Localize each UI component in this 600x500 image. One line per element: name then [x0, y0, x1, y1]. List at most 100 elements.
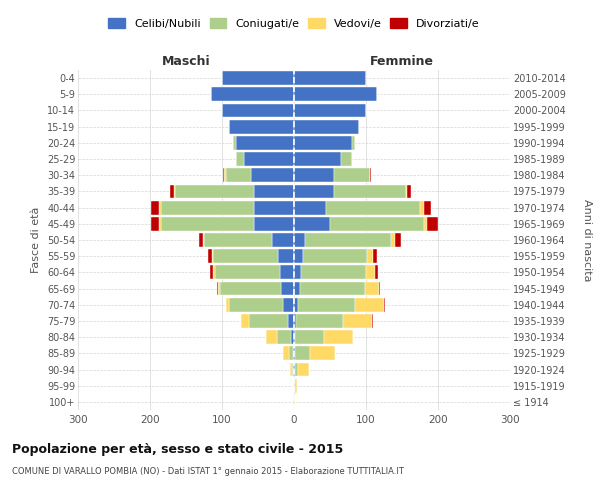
- Bar: [280, 266, 294, 280]
- Bar: [294, 250, 302, 263]
- Bar: [372, 314, 373, 328]
- Bar: [355, 298, 384, 312]
- Bar: [295, 346, 310, 360]
- Bar: [379, 282, 380, 296]
- Bar: [272, 233, 294, 247]
- Bar: [290, 362, 292, 376]
- Bar: [407, 184, 410, 198]
- Bar: [210, 266, 214, 280]
- Bar: [236, 136, 294, 149]
- Bar: [294, 330, 295, 344]
- Legend: Celibi/Nubili, Coniugati/e, Vedovi/e, Divorziati/e: Celibi/Nubili, Coniugati/e, Vedovi/e, Di…: [109, 18, 479, 28]
- Bar: [370, 168, 371, 182]
- Bar: [175, 184, 254, 198]
- Bar: [170, 184, 174, 198]
- Bar: [294, 217, 330, 230]
- Text: Femmine: Femmine: [370, 56, 434, 68]
- Bar: [420, 200, 424, 214]
- Bar: [384, 298, 385, 312]
- Bar: [254, 184, 294, 198]
- Bar: [298, 362, 309, 376]
- Y-axis label: Anni di nascita: Anni di nascita: [583, 198, 592, 281]
- Bar: [395, 233, 401, 247]
- Bar: [374, 266, 378, 280]
- Bar: [223, 168, 224, 182]
- Bar: [288, 314, 294, 328]
- Bar: [330, 217, 424, 230]
- Bar: [281, 282, 294, 296]
- Bar: [352, 136, 355, 149]
- Bar: [326, 200, 420, 214]
- Bar: [391, 233, 395, 247]
- Text: Popolazione per età, sesso e stato civile - 2015: Popolazione per età, sesso e stato civil…: [12, 442, 343, 456]
- Bar: [294, 104, 366, 118]
- Bar: [160, 200, 161, 214]
- Bar: [294, 88, 377, 101]
- Bar: [343, 314, 372, 328]
- Bar: [266, 330, 277, 344]
- Bar: [324, 330, 353, 344]
- Bar: [298, 298, 355, 312]
- Bar: [294, 346, 295, 360]
- Bar: [296, 314, 343, 328]
- Bar: [224, 168, 226, 182]
- Bar: [294, 136, 352, 149]
- Bar: [244, 152, 294, 166]
- Bar: [292, 362, 293, 376]
- Bar: [217, 282, 218, 296]
- Bar: [220, 282, 281, 296]
- Bar: [424, 200, 431, 214]
- Bar: [211, 88, 294, 101]
- Bar: [254, 200, 294, 214]
- Bar: [248, 314, 288, 328]
- Bar: [294, 152, 341, 166]
- Bar: [251, 168, 294, 182]
- Bar: [233, 136, 236, 149]
- Bar: [334, 168, 370, 182]
- Text: COMUNE DI VARALLO POMBIA (NO) - Dati ISTAT 1° gennaio 2015 - Elaborazione TUTTIT: COMUNE DI VARALLO POMBIA (NO) - Dati IST…: [12, 468, 404, 476]
- Bar: [283, 346, 289, 360]
- Bar: [229, 298, 283, 312]
- Bar: [293, 346, 294, 360]
- Bar: [295, 362, 298, 376]
- Bar: [218, 282, 220, 296]
- Bar: [199, 233, 203, 247]
- Bar: [277, 330, 291, 344]
- Bar: [294, 233, 305, 247]
- Bar: [302, 250, 367, 263]
- Bar: [294, 120, 359, 134]
- Bar: [222, 104, 294, 118]
- Bar: [291, 330, 294, 344]
- Bar: [161, 217, 254, 230]
- Bar: [212, 250, 214, 263]
- Bar: [293, 395, 294, 409]
- Bar: [294, 266, 301, 280]
- Bar: [278, 250, 294, 263]
- Bar: [289, 346, 293, 360]
- Bar: [406, 184, 407, 198]
- Bar: [160, 217, 161, 230]
- Bar: [161, 200, 254, 214]
- Bar: [294, 282, 300, 296]
- Bar: [294, 184, 334, 198]
- Bar: [294, 395, 295, 409]
- Bar: [226, 168, 251, 182]
- Bar: [305, 233, 391, 247]
- Bar: [310, 346, 335, 360]
- Bar: [283, 298, 294, 312]
- Bar: [295, 330, 324, 344]
- Bar: [373, 250, 377, 263]
- Bar: [222, 71, 294, 85]
- Bar: [424, 217, 427, 230]
- Bar: [334, 184, 406, 198]
- Bar: [151, 200, 160, 214]
- Bar: [365, 282, 379, 296]
- Bar: [294, 298, 298, 312]
- Bar: [294, 71, 366, 85]
- Bar: [174, 184, 175, 198]
- Bar: [229, 120, 294, 134]
- Bar: [293, 362, 294, 376]
- Bar: [294, 168, 334, 182]
- Bar: [204, 233, 272, 247]
- Bar: [427, 217, 438, 230]
